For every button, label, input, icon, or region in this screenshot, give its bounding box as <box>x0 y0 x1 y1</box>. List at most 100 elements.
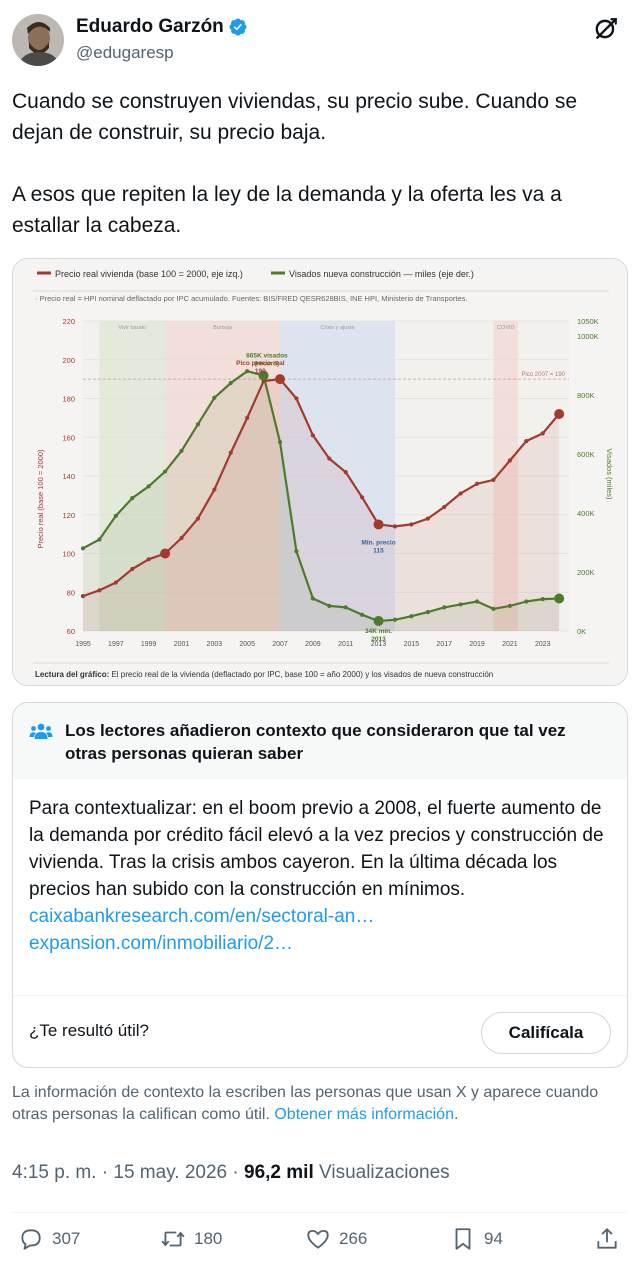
x-tick-8: 2011 <box>338 641 353 648</box>
grok-icon[interactable] <box>593 16 619 42</box>
x-tick-10: 2015 <box>404 641 420 648</box>
like-count: 266 <box>339 1229 368 1248</box>
bookmark-button[interactable]: 94 <box>450 1226 503 1252</box>
series-1-point-8 <box>212 395 217 400</box>
divider <box>12 1212 627 1213</box>
annotation-2-title: Mín. precio <box>361 539 395 546</box>
period-label-0: Vivir barato <box>118 325 146 331</box>
series-1-point-21 <box>425 610 430 615</box>
annotation-3-sub: 2013 <box>371 636 386 643</box>
series-0-point-4 <box>146 557 151 562</box>
reply-button[interactable]: 307 <box>18 1226 80 1252</box>
series-1-point-25 <box>491 606 496 611</box>
heart-icon <box>307 1229 329 1249</box>
learn-more-link[interactable]: Obtener más información <box>274 1106 454 1123</box>
series-1-point-3 <box>130 496 135 501</box>
series-0-point-27 <box>524 439 529 444</box>
y-tick-right-2: 400K <box>577 509 595 518</box>
y-tick-right-3: 600K <box>577 450 595 459</box>
series-0-point-23 <box>458 491 463 496</box>
highlight-point-3 <box>554 409 565 419</box>
chart-caption-text: El precio real de la vivienda (deflactad… <box>109 670 493 679</box>
series-1-point-19 <box>392 617 398 622</box>
like-button[interactable]: 266 <box>305 1226 367 1252</box>
series-0-point-9 <box>228 450 233 455</box>
annotation-3-title: 34K mín. <box>365 628 392 635</box>
series-1-point-12 <box>277 439 283 445</box>
series-0-point-22 <box>442 504 447 510</box>
tweet-date[interactable]: 15 may. 2026 <box>113 1162 228 1183</box>
series-0-point-3 <box>130 566 135 572</box>
series-0-point-21 <box>425 516 430 521</box>
avatar-image <box>12 14 64 66</box>
y-axis-right-label: Visados (miles) <box>605 448 614 500</box>
series-1-point-10 <box>245 369 250 374</box>
note-helpful-question: ¿Te resultó útil? <box>29 1021 149 1040</box>
highlight-point-4 <box>258 370 269 381</box>
repost-button[interactable]: 180 <box>160 1226 222 1252</box>
series-0-point-16 <box>343 470 348 475</box>
highlight-point-0 <box>160 548 171 559</box>
highlight-point-5 <box>373 615 384 626</box>
author-name[interactable]: Eduardo Garzón <box>76 16 224 37</box>
y-tick-left-8: 220 <box>62 317 75 326</box>
series-1-point-4 <box>146 484 151 489</box>
annotation-0-title: 865K visados <box>246 353 288 360</box>
y-tick-right-0: 0K <box>577 627 586 636</box>
series-line-1 <box>82 370 560 623</box>
tweet-actions: 307 180 266 94 <box>12 1226 627 1260</box>
community-note-body: Para contextualizar: en el boom previo a… <box>13 779 627 957</box>
annotation-1-sub: 190 <box>255 368 266 375</box>
chart-subtitle: · Precio real = HPI nominal deflactado p… <box>35 294 467 303</box>
community-note-footer: ¿Te resultó útil? Califícala <box>13 995 627 1067</box>
y-tick-right-1: 200K <box>577 568 595 577</box>
legend-permits-label: Visados nueva construcción — miles (eje … <box>289 269 474 279</box>
series-0-point-25 <box>491 477 496 482</box>
share-button[interactable] <box>594 1226 620 1252</box>
series-0-point-19 <box>392 524 398 529</box>
community-note: Los lectores añadieron contexto que cons… <box>12 702 628 1068</box>
reference-line-label: Pico 2007 = 190 <box>521 372 565 378</box>
note-disclaimer: La información de contexto la escriben l… <box>12 1082 624 1126</box>
community-note-header: Los lectores añadieron contexto que cons… <box>13 703 627 779</box>
chart-caption-bold: Lectura del gráfico: <box>35 670 109 679</box>
series-0-point-2 <box>113 580 118 585</box>
series-1-point-15 <box>327 603 332 609</box>
series-0-point-0 <box>80 594 86 599</box>
tweet-text: Cuando se construyen viviendas, su preci… <box>12 86 624 241</box>
author-handle[interactable]: @edugaresp <box>76 43 174 62</box>
x-tick-7: 2009 <box>305 641 321 648</box>
x-tick-11: 2017 <box>436 641 452 648</box>
x-tick-3: 2001 <box>174 641 190 648</box>
y-tick-right-6: 1050K <box>577 317 599 326</box>
series-0-point-28 <box>540 431 545 436</box>
x-tick-14: 2023 <box>535 641 551 648</box>
series-1-point-6 <box>179 448 184 454</box>
x-tick-1: 1997 <box>108 641 124 648</box>
avatar[interactable] <box>12 14 64 66</box>
repost-count: 180 <box>194 1229 223 1248</box>
bookmark-icon <box>455 1228 471 1250</box>
annotation-2-sub: 115 <box>373 547 384 554</box>
series-0-point-26 <box>507 458 512 463</box>
series-0-point-7 <box>195 516 201 521</box>
series-1-point-9 <box>228 380 233 386</box>
series-0-point-20 <box>409 522 414 527</box>
series-1-point-17 <box>360 612 365 617</box>
series-0-point-10 <box>245 415 250 420</box>
chart-svg: Precio real vivienda (base 100 = 2000, e… <box>13 259 627 685</box>
tweet-media-chart[interactable]: Precio real vivienda (base 100 = 2000, e… <box>12 258 628 686</box>
y-tick-left-1: 80 <box>67 588 75 597</box>
rate-note-button[interactable]: Califícala <box>481 1012 611 1054</box>
tweet-time[interactable]: 4:15 p. m. <box>12 1162 97 1183</box>
tweet-meta: 4:15 p. m. · 15 may. 2026 · 96,2 mil Vis… <box>12 1162 450 1183</box>
y-tick-left-4: 140 <box>62 472 75 481</box>
series-area-0 <box>83 379 560 631</box>
verified-badge-icon[interactable] <box>228 17 248 37</box>
series-1-point-13 <box>294 549 299 554</box>
series-0-point-13 <box>294 396 299 401</box>
note-link-expansion[interactable]: expansion.com/inmobiliario/2… <box>29 933 294 954</box>
series-1-point-7 <box>195 422 201 427</box>
note-link-caixabank[interactable]: caixabankresearch.com/en/sectoral-an… <box>29 906 375 927</box>
series-1-point-5 <box>162 469 168 474</box>
